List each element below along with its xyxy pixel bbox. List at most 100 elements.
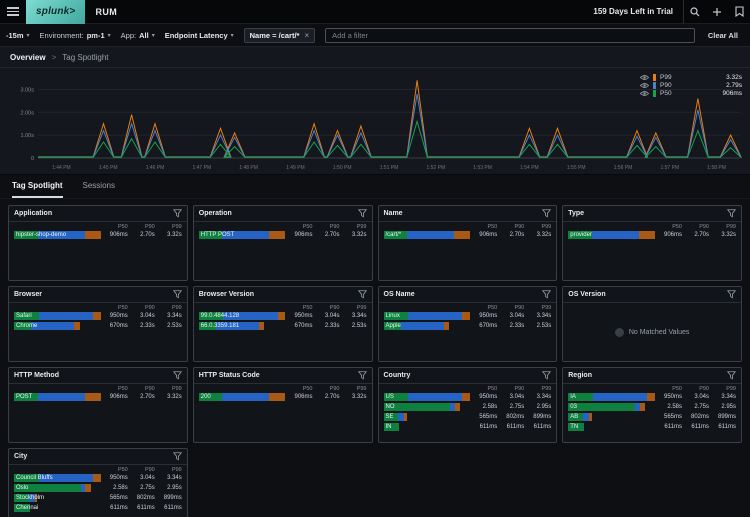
tag-row[interactable]: Council Bluffs 950ms 3.04s 3.34s xyxy=(14,474,182,482)
filter-funnel-icon[interactable] xyxy=(357,209,367,218)
column-header: P99 xyxy=(171,467,182,473)
search-icon[interactable] xyxy=(684,0,706,23)
tag-row[interactable]: Apple 670ms 2.33s 2.53s xyxy=(383,322,552,330)
tag-row[interactable]: Linux 950ms 3.04s 3.34s xyxy=(383,312,551,320)
breadcrumb-overview[interactable]: Overview xyxy=(10,52,46,62)
latency-value: 565ms xyxy=(663,414,682,420)
tag-row[interactable]: IA 950ms 3.04s 3.34s xyxy=(568,393,736,401)
tag-row[interactable]: 99.0.4844.128 950ms 3.04s 3.34s xyxy=(198,312,367,320)
filter-funnel-icon[interactable] xyxy=(172,209,182,218)
filter-funnel-icon[interactable] xyxy=(727,209,736,218)
card-title: Country xyxy=(383,372,411,379)
filter-funnel-icon[interactable] xyxy=(542,290,552,299)
filter-funnel-icon[interactable] xyxy=(542,209,552,218)
latency-bar xyxy=(198,322,265,330)
column-header: P50 xyxy=(672,386,682,392)
card-title: HTTP Status Code xyxy=(198,372,260,379)
latency-value: 3.32s xyxy=(167,232,182,238)
filter-funnel-icon[interactable] xyxy=(172,290,182,299)
latency-bar xyxy=(14,393,101,401)
tag-value-label: IA xyxy=(570,394,576,400)
app-label: App: xyxy=(120,30,137,40)
trial-days-badge[interactable]: 159 Days Left in Trial xyxy=(583,0,684,23)
column-header: P99 xyxy=(171,305,182,311)
filter-funnel-icon[interactable] xyxy=(727,290,736,299)
legend-swatch xyxy=(653,74,656,81)
legend-item-p99[interactable]: P99 3.32s xyxy=(640,74,742,81)
environment-dropdown[interactable]: Environment: pm-1 ▾ xyxy=(40,31,111,40)
metric-dropdown[interactable]: Endpoint Latency ▾ xyxy=(165,31,234,40)
close-icon[interactable]: × xyxy=(304,30,310,40)
tag-card-os-name: OS Name P50 P90 P99 Linux 950ms 3.04s 3.34s Appl… xyxy=(377,286,558,362)
plus-icon[interactable] xyxy=(706,0,728,23)
bookmark-icon[interactable] xyxy=(728,0,750,23)
tag-cards-grid: Application P50 P90 P99 hipster-shop-demo 906… xyxy=(0,199,750,517)
tag-row[interactable]: IN 611ms 611ms 611ms xyxy=(383,423,551,431)
column-header: P50 xyxy=(487,305,498,311)
latency-value: 565ms xyxy=(479,414,498,420)
tag-row[interactable]: 66.0.3359.181 670ms 2.33s 2.53s xyxy=(198,322,367,330)
latency-value: 2.53s xyxy=(536,323,552,329)
tag-card-http-method: HTTP Method P50 P90 P99 POST 906ms 2.70s 3.32s xyxy=(8,367,188,443)
tag-row[interactable]: NO 2.58s 2.75s 2.95s xyxy=(383,403,551,411)
tab-sessions[interactable]: Sessions xyxy=(82,181,115,190)
tag-row[interactable]: Chrome 670ms 2.33s 2.53s xyxy=(14,322,182,330)
filter-funnel-icon[interactable] xyxy=(172,452,182,461)
tag-row[interactable]: SE 565ms 802ms 899ms xyxy=(383,413,552,421)
tag-row[interactable]: provider 906ms 2.70s 3.32s xyxy=(568,231,736,239)
eye-icon[interactable] xyxy=(640,82,649,89)
tag-row[interactable]: HTTP POST 906ms 2.70s 3.32s xyxy=(198,231,367,239)
percentile-column-headers: P50 P90 P99 xyxy=(568,224,736,230)
latency-value: 906ms xyxy=(109,394,128,400)
tag-row[interactable]: 03 2.58s 2.75s 2.95s xyxy=(568,403,736,411)
eye-icon[interactable] xyxy=(640,90,649,97)
tag-row[interactable]: AB 565ms 802ms 899ms xyxy=(568,413,736,421)
filter-funnel-icon[interactable] xyxy=(542,371,552,380)
app-dropdown[interactable]: App: All ▾ xyxy=(121,31,155,40)
latency-value: 950ms xyxy=(109,313,128,319)
filter-bar: -15m ▾ Environment: pm-1 ▾ App: All ▾ End… xyxy=(0,24,750,47)
legend-label: P90 xyxy=(660,82,672,89)
tag-row[interactable]: Stockholm 565ms 802ms 899ms xyxy=(14,494,182,502)
latency-chart-svg[interactable]: 0 1.00s 2.00s 3.00s 1:44 PM 1:45 PM 1:46 PM 1:4… xyxy=(4,70,746,174)
tag-row[interactable]: US 950ms 3.04s 3.34s xyxy=(383,393,551,401)
add-filter-input[interactable] xyxy=(325,27,696,43)
x-tick-label: 1:57 PM xyxy=(660,165,679,171)
card-title: Type xyxy=(568,210,585,217)
filter-funnel-icon[interactable] xyxy=(172,371,182,380)
tag-row[interactable]: Oslo 2.58s 2.75s 2.95s xyxy=(14,484,182,492)
tag-row[interactable]: POST 906ms 2.70s 3.32s xyxy=(14,393,182,401)
filter-chip-name-cart[interactable]: Name = /cart/* × xyxy=(243,27,316,43)
time-range-dropdown[interactable]: -15m ▾ xyxy=(6,31,30,40)
y-tick-label: 2.00s xyxy=(21,110,35,116)
latency-value: 899ms xyxy=(533,414,552,420)
latency-bar xyxy=(383,403,461,411)
filter-funnel-icon[interactable] xyxy=(727,371,736,380)
eye-icon[interactable] xyxy=(640,74,649,81)
tag-row[interactable]: hipster-shop-demo 906ms 2.70s 3.32s xyxy=(14,231,182,239)
hamburger-menu-icon[interactable] xyxy=(0,0,26,24)
clear-all-button[interactable]: Clear All xyxy=(707,30,738,40)
latency-value: 950ms xyxy=(479,394,498,400)
latency-bar xyxy=(568,393,655,401)
tag-row[interactable]: TN 611ms 611ms 611ms xyxy=(568,423,736,431)
legend-item-p50[interactable]: P50 906ms xyxy=(640,90,742,97)
tag-row[interactable]: /cart/* 906ms 2.70s 3.32s xyxy=(383,231,551,239)
legend-item-p90[interactable]: P90 2.79s xyxy=(640,82,742,89)
tag-row[interactable]: Chennai 611ms 611ms 611ms xyxy=(14,504,182,512)
latency-value: 2.58s xyxy=(113,485,128,491)
tab-tag-spotlight[interactable]: Tag Spotlight xyxy=(12,181,63,198)
legend-value: 906ms xyxy=(722,90,742,97)
latency-value: 950ms xyxy=(663,394,682,400)
splunk-logo[interactable]: splunk> xyxy=(26,0,86,24)
latency-value: 3.04s xyxy=(694,394,709,400)
tag-row[interactable]: Safari 950ms 3.04s 3.34s xyxy=(14,312,182,320)
latency-value: 2.75s xyxy=(694,404,709,410)
column-header: P99 xyxy=(726,386,736,392)
filter-funnel-icon[interactable] xyxy=(357,371,367,380)
latency-bar xyxy=(383,231,471,239)
filter-funnel-icon[interactable] xyxy=(357,290,367,299)
column-header: P90 xyxy=(699,386,709,392)
tag-row[interactable]: 200 906ms 2.70s 3.32s xyxy=(198,393,367,401)
percentile-column-headers: P50 P90 P99 xyxy=(199,305,367,311)
